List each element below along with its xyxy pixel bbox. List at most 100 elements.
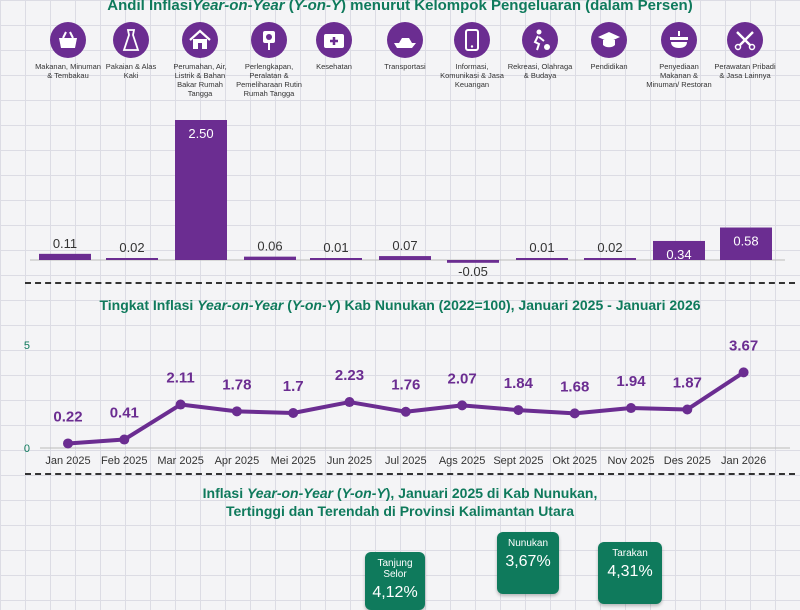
title-part: Year-on-Year bbox=[192, 0, 285, 14]
x-tick-label: Ags 2025 bbox=[439, 455, 485, 467]
badge-value: 4,12% bbox=[372, 584, 418, 601]
dress-icon bbox=[113, 22, 149, 58]
bar-value-label: 0.07 bbox=[392, 238, 417, 253]
data-point bbox=[682, 404, 693, 415]
category-label: Pakaian & Alas Kaki bbox=[105, 62, 157, 80]
data-point bbox=[457, 400, 468, 411]
bar-value-label: 0.01 bbox=[323, 240, 348, 255]
scissors-comb-icon bbox=[727, 22, 763, 58]
data-label: 2.11 bbox=[166, 370, 194, 387]
x-tick-label: Feb 2025 bbox=[101, 455, 147, 467]
data-label: 0.22 bbox=[53, 408, 82, 425]
category-restaurant: Penyediaan Makanan & Minuman/ Restoran bbox=[646, 22, 712, 89]
category-label: Kesehatan bbox=[316, 62, 352, 71]
bar bbox=[447, 260, 499, 263]
football-icon bbox=[522, 22, 558, 58]
category-personal-care: Perawatan Pribadi & Jasa Lainnya bbox=[712, 22, 778, 80]
graduation-cap-icon bbox=[591, 22, 627, 58]
bar bbox=[584, 258, 636, 260]
title-part: ) menurut Kelompok Pengeluaran (dalam Pe… bbox=[340, 0, 693, 14]
bar-chart-title: Andil InflasiYear-on-Year (Y-on-Y) menur… bbox=[0, 0, 800, 14]
badge-value: 4,31% bbox=[607, 563, 653, 580]
data-point bbox=[63, 438, 73, 449]
data-label: 2.07 bbox=[447, 370, 476, 387]
bottom-title: Inflasi Year-on-Year (Y-on-Y), Januari 2… bbox=[0, 485, 800, 520]
category-health: Kesehatan bbox=[301, 22, 367, 71]
data-label: 1.78 bbox=[222, 376, 251, 393]
bar bbox=[720, 227, 772, 260]
category-label: Transportasi bbox=[384, 62, 426, 71]
x-tick-label: Jun 2025 bbox=[327, 455, 372, 467]
x-tick-label: Nov 2025 bbox=[607, 455, 654, 467]
category-clothing: Pakaian & Alas Kaki bbox=[98, 22, 164, 80]
x-tick-label: Jan 2025 bbox=[45, 455, 90, 467]
category-label: Informasi, Komunikasi & Jasa Keuangan bbox=[440, 62, 504, 89]
y-tick-label: 0 bbox=[24, 443, 30, 455]
medical-kit-icon bbox=[316, 22, 352, 58]
data-point bbox=[175, 399, 186, 410]
category-label: Perawatan Pribadi & Jasa Lainnya bbox=[714, 62, 776, 80]
restaurant-icon bbox=[661, 22, 697, 58]
line-chart-title: Tingkat Inflasi Year-on-Year (Y-on-Y) Ka… bbox=[0, 297, 800, 313]
inflation-line-chart: 0 5 0.22 Jan 2025 0.41 Feb 2025 2.11 Mar 2025 1.… bbox=[24, 337, 790, 467]
category-recreation: Rekreasi, Olahraga & Budaya bbox=[507, 22, 573, 80]
house-icon bbox=[182, 22, 218, 58]
category-label: Rekreasi, Olahraga & Budaya bbox=[507, 62, 573, 80]
bar bbox=[244, 256, 296, 260]
data-label: 1.87 bbox=[673, 374, 702, 391]
data-label: 1.84 bbox=[504, 375, 534, 392]
category-housing: Perumahan, Air, Listrik & Bahan Bakar Ru… bbox=[167, 22, 233, 98]
data-point bbox=[231, 406, 242, 417]
title-part: Y-on-Y bbox=[293, 0, 341, 14]
data-point bbox=[626, 403, 636, 414]
x-tick-label: Jul 2025 bbox=[385, 455, 427, 467]
title-part: Year-on-Year bbox=[246, 485, 334, 501]
data-label: 0.41 bbox=[110, 405, 139, 422]
x-tick-label: Mei 2025 bbox=[271, 455, 316, 467]
title-part: Inflasi bbox=[202, 485, 247, 501]
data-point bbox=[738, 367, 749, 378]
category-label: Perlengkapan, Peralatan & Pemeliharaan R… bbox=[236, 62, 302, 98]
title-part: ( bbox=[284, 0, 294, 14]
title-part: Tertinggi dan Terendah di Provinsi Kalim… bbox=[226, 502, 574, 519]
badge-name: Tarakan bbox=[612, 548, 648, 559]
contribution-bar-chart: 0.11 0.02 2.50 0.06 0.01 0.07 -0.05 0.01 0.02 0.3… bbox=[30, 120, 785, 279]
category-transport: Transportasi bbox=[372, 22, 438, 71]
section-divider bbox=[25, 473, 795, 475]
category-food: Makanan, Minuman & Tembakau bbox=[35, 22, 101, 80]
data-label: 1.76 bbox=[391, 377, 420, 394]
bar-value-label: 0.11 bbox=[53, 236, 77, 251]
x-tick-label: Okt 2025 bbox=[552, 455, 597, 467]
x-tick-label: Apr 2025 bbox=[215, 455, 260, 467]
phone-icon bbox=[454, 22, 490, 58]
title-part: ), Januari 2025 di Kab Nunukan, bbox=[385, 485, 598, 501]
bar-value-label: 0.34 bbox=[666, 247, 691, 262]
badge-name: Tanjung Selor bbox=[377, 558, 413, 580]
x-tick-label: Sept 2025 bbox=[493, 455, 543, 467]
bar bbox=[175, 120, 227, 260]
title-part: Y-on-Y bbox=[341, 485, 386, 501]
data-point bbox=[400, 406, 411, 417]
category-label: Makanan, Minuman & Tembakau bbox=[35, 62, 101, 80]
data-point bbox=[344, 397, 355, 408]
bar bbox=[106, 258, 158, 260]
bar-value-label: 0.01 bbox=[529, 240, 554, 255]
title-part: Andil Inflasi bbox=[107, 0, 193, 14]
category-label: Perumahan, Air, Listrik & Bahan Bakar Ru… bbox=[173, 62, 227, 98]
data-label: 1.7 bbox=[283, 378, 304, 395]
category-label: Pendidikan bbox=[590, 62, 628, 71]
category-ict: Informasi, Komunikasi & Jasa Keuangan bbox=[439, 22, 505, 89]
title-part: ( bbox=[333, 485, 342, 501]
bar-value-label: 0.02 bbox=[597, 240, 622, 255]
bar-value-label: 0.02 bbox=[119, 240, 144, 255]
food-basket-icon bbox=[50, 22, 86, 58]
x-tick-label: Des 2025 bbox=[664, 455, 711, 467]
bar-value-label: 2.50 bbox=[188, 126, 213, 141]
bar bbox=[516, 258, 568, 260]
bar bbox=[310, 258, 362, 260]
title-part: Y-on-Y bbox=[291, 297, 336, 313]
boat-icon bbox=[387, 22, 423, 58]
title-part: ( bbox=[283, 297, 292, 313]
badge-nunukan: Nunukan 3,67% bbox=[497, 532, 559, 594]
data-point bbox=[119, 434, 130, 445]
